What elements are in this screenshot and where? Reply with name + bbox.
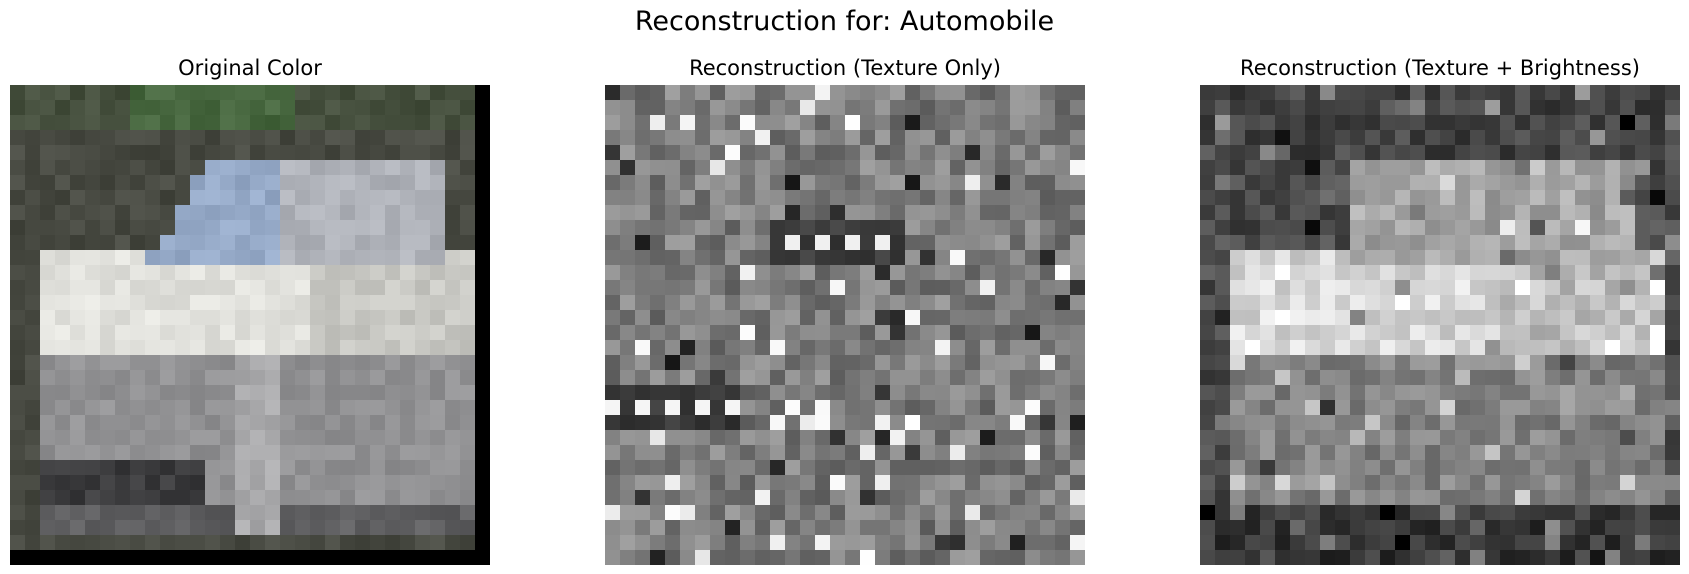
original-color-image bbox=[10, 85, 490, 565]
figure-title: Reconstruction for: Automobile bbox=[634, 6, 1055, 37]
texture-only-reconstruction-image bbox=[605, 85, 1085, 565]
panel-title-texture-brightness: Reconstruction (Texture + Brightness) bbox=[1240, 56, 1640, 80]
texture-brightness-reconstruction-image bbox=[1200, 85, 1680, 565]
panel-title-original-color: Original Color bbox=[178, 56, 322, 80]
panel-title-texture-only: Reconstruction (Texture Only) bbox=[689, 56, 1001, 80]
